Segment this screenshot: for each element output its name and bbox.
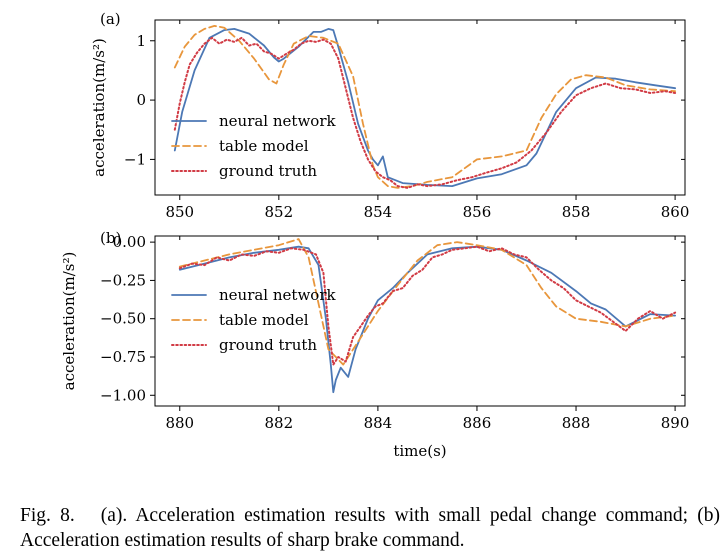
x-tick-label: 858 <box>562 203 591 221</box>
panel-label: (b) <box>100 229 121 247</box>
x-tick-label: 880 <box>165 414 194 432</box>
series-line-neural-network <box>178 245 676 394</box>
x-tick-label: 884 <box>364 414 393 432</box>
y-tick-label: −0.25 <box>100 271 146 289</box>
series-line-neural-network <box>173 27 676 188</box>
legend-label: table model <box>219 311 309 329</box>
plot-frame <box>154 19 686 196</box>
x-tick-label: 860 <box>661 203 690 221</box>
x-tick-label: 886 <box>463 414 492 432</box>
y-tick-label: 1 <box>136 32 146 50</box>
panel-label: (a) <box>100 10 121 28</box>
series-line-ground-truth <box>178 245 677 366</box>
x-axis-label: time(s) <box>393 442 446 460</box>
plot-frame <box>154 235 686 407</box>
x-tick-label: 854 <box>364 203 393 221</box>
legend-label: neural network <box>219 286 336 304</box>
x-tick-label: 852 <box>265 203 294 221</box>
y-tick-label: 0.00 <box>113 233 146 251</box>
y-axis-label: acceleration(m/s²) <box>90 38 108 177</box>
y-axis-label: acceleration(m/s²) <box>60 252 78 391</box>
y-tick-label: −1.00 <box>100 386 146 404</box>
x-tick-label: 888 <box>562 414 591 432</box>
legend: neural network table model ground truth <box>171 112 336 180</box>
series-line-ground-truth <box>173 36 677 189</box>
chart-panel-b: 880 882 884 886 888 890 0.00 −0.25 −0.50 −0.75 −1.… <box>60 229 689 460</box>
legend: neural network table model ground truth <box>171 286 336 354</box>
legend-label: neural network <box>219 112 336 130</box>
x-tick-label: 850 <box>165 203 194 221</box>
series-line-table-model <box>173 24 676 189</box>
series-line-table-model <box>178 238 676 366</box>
caption-text: (a). Acceleration estimation results wit… <box>20 505 720 551</box>
y-tick-label: −0.50 <box>100 310 146 328</box>
x-tick-label: 856 <box>463 203 492 221</box>
chart-panel-a: 850 852 854 856 858 860 1 0 −1 (a) acceleration(m/… <box>90 10 689 221</box>
legend-label: ground truth <box>219 336 317 354</box>
caption-label: Fig. 8. <box>20 505 75 526</box>
y-tick-label: 0 <box>136 91 146 109</box>
figure-caption: Fig. 8. (a). Acceleration estimation resu… <box>20 503 720 553</box>
figure: 850 852 854 856 858 860 1 0 −1 (a) acceleration(m/… <box>60 10 689 460</box>
legend-label: table model <box>219 137 309 155</box>
x-tick-label: 882 <box>265 414 294 432</box>
y-tick-label: −0.75 <box>100 348 146 366</box>
y-tick-label: −1 <box>124 150 146 168</box>
x-tick-label: 890 <box>661 414 690 432</box>
legend-label: ground truth <box>219 162 317 180</box>
